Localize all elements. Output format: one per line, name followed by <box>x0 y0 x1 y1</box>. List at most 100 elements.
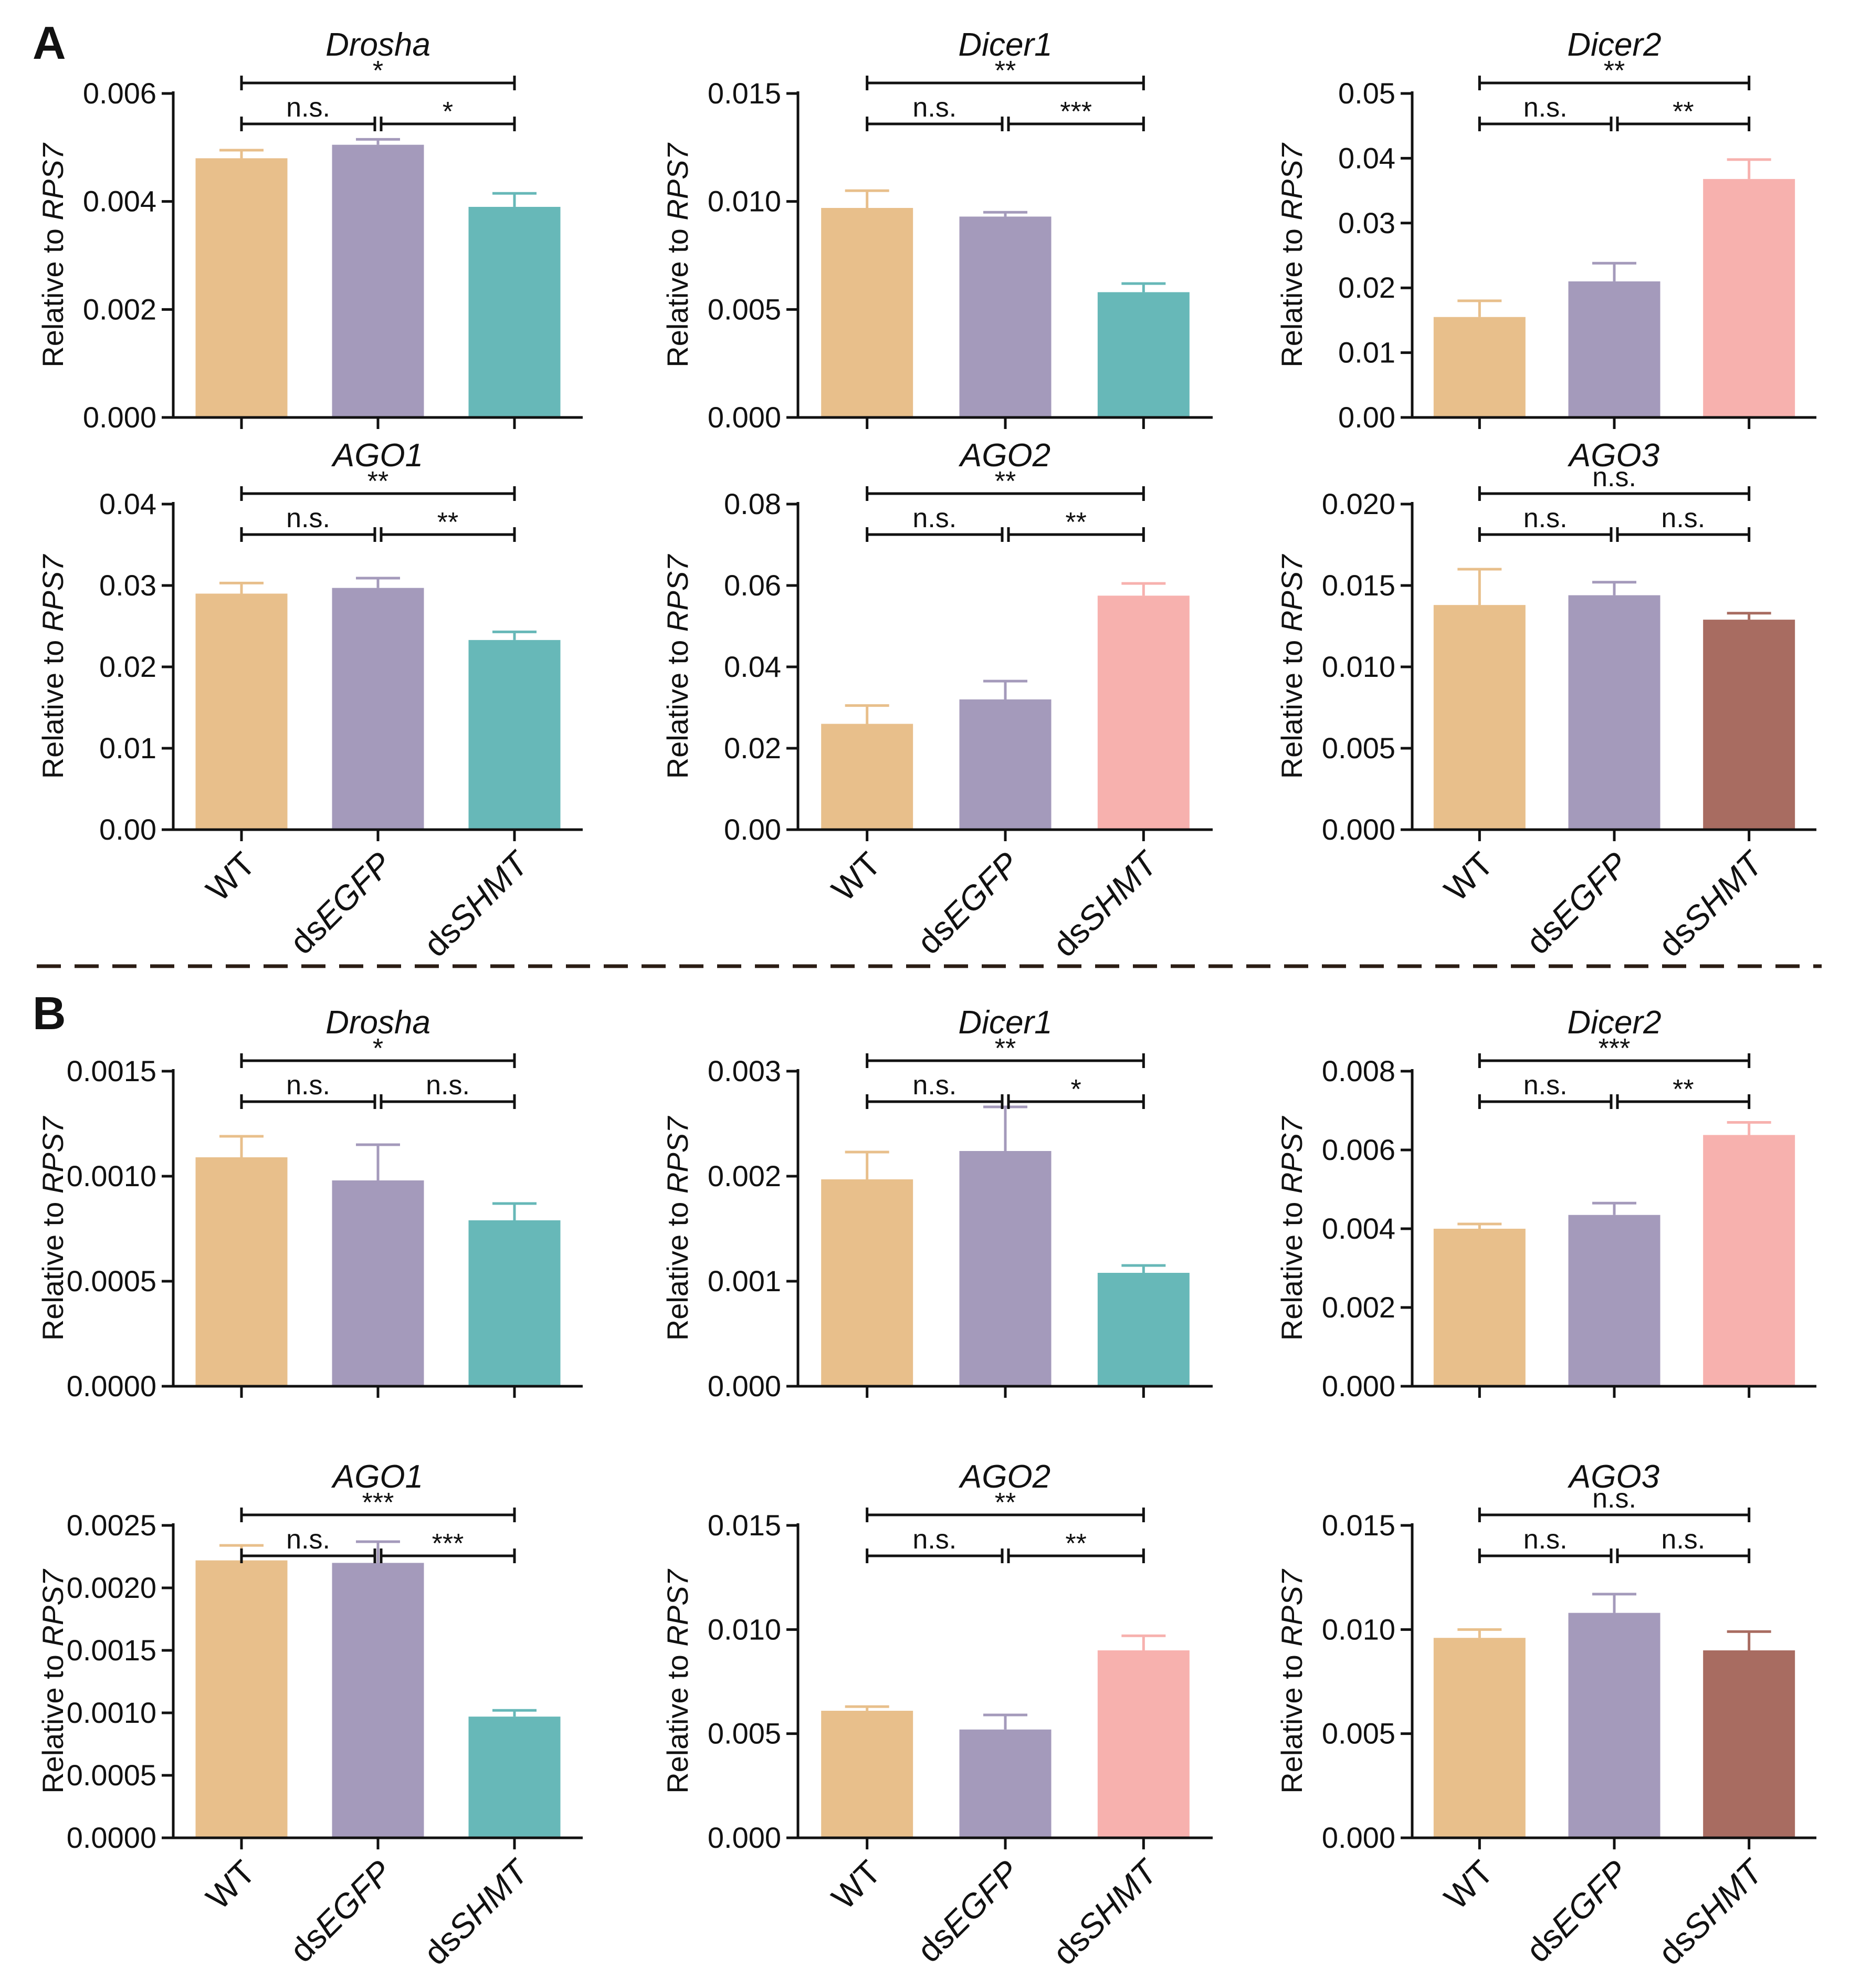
y-tick-label: 0.015 <box>708 1509 781 1542</box>
bar-dsegfp <box>332 588 424 830</box>
y-tick-label: 0.04 <box>1338 141 1395 174</box>
chart-b-ago1: AGO1 Relative to RPS7 0.0000 0.0005 0.0010 0.… <box>36 1459 583 1972</box>
significance-label: * <box>373 1033 383 1064</box>
bar-dsegfp <box>959 1729 1052 1838</box>
bar-dsegfp <box>959 1151 1052 1386</box>
x-tick-label: dsEGFP <box>282 845 399 961</box>
significance-label: n.s. <box>1523 503 1568 533</box>
bar-wt <box>1433 1229 1526 1386</box>
y-tick-label: 0.000 <box>1322 1821 1395 1854</box>
significance-label: ** <box>1065 1529 1086 1559</box>
bar-dsegfp <box>332 144 424 418</box>
y-tick-label: 0.008 <box>1322 1054 1395 1087</box>
chart-title: AGO2 <box>958 1459 1050 1495</box>
significance-label: n.s. <box>286 503 330 533</box>
y-tick-label: 0.06 <box>724 569 781 602</box>
y-tick-label: 0.005 <box>1322 1717 1395 1750</box>
y-tick-label: 0.01 <box>99 731 156 765</box>
chart-title: Dicer2 <box>1567 1005 1661 1041</box>
x-tick-label: dsEGFP <box>910 1853 1026 1970</box>
y-tick-label: 0.006 <box>1322 1133 1395 1166</box>
y-tick-label: 0.000 <box>708 1369 781 1403</box>
y-tick-label: 0.010 <box>1322 650 1395 683</box>
y-tick-label: 0.02 <box>99 650 156 683</box>
significance-label: *** <box>1060 97 1092 127</box>
significance-label: n.s. <box>1523 1524 1568 1555</box>
bar-dsegfp <box>1568 281 1660 417</box>
y-axis-label: Relative to RPS7 <box>1275 554 1308 779</box>
y-tick-label: 0.0000 <box>67 1821 156 1854</box>
significance-label: n.s. <box>912 503 956 533</box>
significance-label: ** <box>995 56 1016 86</box>
bar-dsshmt <box>1703 1135 1795 1386</box>
significance-label: n.s. <box>1523 1070 1568 1101</box>
y-tick-label: 0.000 <box>1322 1369 1395 1403</box>
chart-title: AGO2 <box>958 437 1050 474</box>
y-tick-label: 0.04 <box>724 650 781 683</box>
bar-wt <box>821 1711 913 1838</box>
bar-dsshmt <box>1097 292 1190 417</box>
y-tick-label: 0.020 <box>1322 487 1395 520</box>
bar-wt <box>195 593 288 830</box>
bar-dsshmt <box>468 640 561 830</box>
bar-dsshmt <box>1703 179 1795 417</box>
significance-label: ** <box>995 1033 1016 1064</box>
y-tick-label: 0.004 <box>83 185 156 218</box>
bar-wt <box>1433 1638 1526 1838</box>
y-axis-label: Relative to RPS7 <box>36 1116 69 1341</box>
y-axis-label: Relative to RPS7 <box>1275 1568 1308 1793</box>
panel-b-label: B <box>33 987 66 1039</box>
bar-wt <box>195 1560 288 1838</box>
y-tick-label: 0.04 <box>99 487 156 520</box>
significance-label: n.s. <box>1592 462 1636 493</box>
y-axis-label: Relative to RPS7 <box>36 1568 69 1793</box>
y-tick-label: 0.01 <box>1338 336 1395 369</box>
bar-dsshmt <box>1097 595 1190 830</box>
charts-group: Drosha Relative to RPS7 0.000 0.002 0.004 0.0… <box>36 27 1816 1972</box>
y-tick-label: 0.0005 <box>67 1759 156 1792</box>
y-tick-label: 0.005 <box>1322 731 1395 765</box>
y-tick-label: 0.010 <box>1322 1613 1395 1646</box>
x-tick-label: dsEGFP <box>910 845 1026 961</box>
y-tick-label: 0.010 <box>708 185 781 218</box>
bar-wt <box>1433 317 1526 417</box>
significance-label: n.s. <box>286 1070 330 1101</box>
y-tick-label: 0.03 <box>1338 206 1395 239</box>
chart-b-dicer2: Dicer2 Relative to RPS7 0.000 0.002 0.004 0.0… <box>1275 1005 1816 1403</box>
y-tick-label: 0.001 <box>708 1264 781 1298</box>
chart-a-ago2: AGO2 Relative to RPS7 0.00 0.02 0.04 0.06 0.08… <box>661 437 1213 964</box>
significance-label: ** <box>995 1488 1016 1518</box>
y-tick-label: 0.006 <box>83 77 156 110</box>
significance-label: *** <box>362 1488 394 1518</box>
significance-label: ** <box>437 507 458 538</box>
y-tick-label: 0.010 <box>708 1613 781 1646</box>
y-tick-label: 0.000 <box>708 1821 781 1854</box>
x-tick-label: dsSHMT <box>416 1851 537 1972</box>
x-tick-label: dsSHMT <box>1651 843 1772 964</box>
y-tick-label: 0.03 <box>99 569 156 602</box>
significance-label: n.s. <box>1592 1483 1636 1514</box>
bar-dsshmt <box>468 206 561 417</box>
significance-label: *** <box>1599 1033 1631 1064</box>
chart-title: Dicer1 <box>958 27 1052 63</box>
x-tick-label: WT <box>824 845 888 908</box>
bar-dsegfp <box>332 1180 424 1386</box>
x-tick-label: dsEGFP <box>1519 845 1635 961</box>
chart-a-drosha: Drosha Relative to RPS7 0.000 0.002 0.004 0.0… <box>36 27 583 434</box>
x-tick-label: dsSHMT <box>1045 1851 1166 1972</box>
significance-label: n.s. <box>286 1524 330 1555</box>
chart-title: AGO1 <box>331 437 423 474</box>
y-tick-label: 0.015 <box>708 77 781 110</box>
bar-wt <box>821 724 913 830</box>
chart-title: Drosha <box>325 27 430 63</box>
significance-label: ** <box>1604 56 1625 86</box>
chart-b-ago3: AGO3 Relative to RPS7 0.000 0.005 0.010 0.015… <box>1275 1459 1816 1972</box>
chart-a-dicer1: Dicer1 Relative to RPS7 0.000 0.005 0.010 0.0… <box>661 27 1213 434</box>
chart-title: AGO3 <box>1567 1459 1659 1495</box>
significance-label: n.s. <box>912 92 956 123</box>
chart-a-ago1: AGO1 Relative to RPS7 0.00 0.01 0.02 0.03 0.04… <box>36 437 583 964</box>
y-tick-label: 0.05 <box>1338 77 1395 110</box>
bar-dsegfp <box>959 216 1052 417</box>
chart-title: AGO1 <box>331 1459 423 1495</box>
y-tick-label: 0.0015 <box>67 1634 156 1667</box>
